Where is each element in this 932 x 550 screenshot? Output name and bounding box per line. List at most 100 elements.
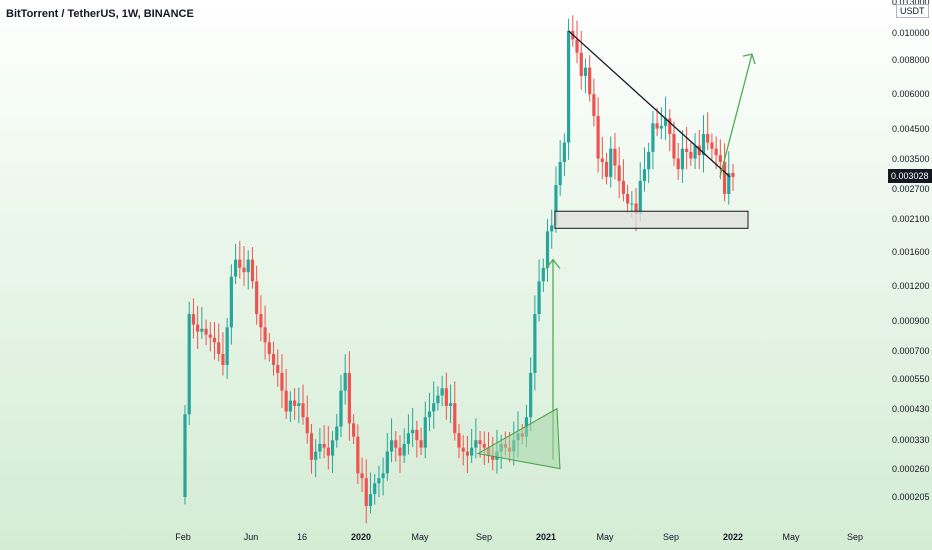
- candle-body: [659, 125, 663, 129]
- candle-body: [276, 364, 280, 373]
- candle-body: [680, 148, 685, 170]
- candle-body: [233, 259, 238, 277]
- candle-body: [238, 259, 242, 268]
- candle-body: [457, 433, 461, 448]
- candle-body: [225, 327, 229, 365]
- candle-body: [655, 123, 659, 129]
- candle-body: [727, 173, 731, 194]
- currency-badge: USDT: [896, 4, 929, 18]
- symbol-title: BitTorrent / TetherUS, 1W, BINANCE: [6, 8, 194, 20]
- candle-body: [330, 440, 335, 456]
- candle-body: [314, 451, 318, 460]
- candle-body: [579, 52, 583, 76]
- candle-body: [668, 118, 672, 134]
- candle-body: [722, 161, 727, 194]
- candle-body: [630, 203, 634, 205]
- projection-arrow-head: [742, 53, 756, 65]
- time-tick-label: May: [411, 532, 429, 542]
- projection-arrow-line: [719, 53, 753, 178]
- candle-body: [191, 314, 196, 325]
- triangle-pattern: [476, 407, 561, 470]
- price-tick-label: 0.000550: [892, 374, 930, 385]
- time-tick-label: May: [782, 532, 800, 542]
- price-tick-label: 0.003500: [892, 153, 930, 164]
- candle-body: [381, 473, 385, 479]
- price-tick-label: 0.000900: [892, 315, 930, 326]
- candle-body: [541, 267, 545, 282]
- candle-body: [651, 123, 655, 152]
- candle-body: [427, 411, 432, 418]
- candle-body: [411, 429, 415, 434]
- price-tick-label: 0.001200: [892, 281, 930, 292]
- candle-body: [217, 342, 221, 354]
- candle-body: [288, 400, 292, 412]
- candle-body: [663, 118, 668, 126]
- price-tick-label: 0.000260: [892, 463, 930, 474]
- candle-body: [200, 328, 204, 332]
- candle-body: [562, 142, 566, 162]
- candle-body: [529, 372, 533, 418]
- candle-body: [613, 148, 617, 166]
- candle-body: [642, 169, 647, 181]
- candle-body: [554, 185, 558, 226]
- time-tick-label: Sep: [475, 532, 493, 542]
- candle-body: [609, 148, 613, 177]
- candle-body: [710, 142, 714, 149]
- candle-body: [212, 337, 217, 343]
- candle-body: [377, 478, 381, 484]
- candle-body: [575, 39, 579, 53]
- candle-body: [626, 193, 630, 204]
- time-tick-label: Jun: [243, 532, 259, 542]
- candle-body: [352, 423, 356, 437]
- candle-body: [406, 433, 411, 444]
- candle-body: [423, 417, 427, 448]
- candle-body: [259, 314, 263, 328]
- candle-body: [583, 67, 588, 76]
- candle-body: [415, 429, 419, 441]
- candle-body: [617, 165, 621, 181]
- candle-body: [491, 455, 495, 460]
- candle-body: [208, 334, 212, 338]
- candle-body: [448, 403, 453, 406]
- candle-body: [187, 314, 191, 415]
- candle-body: [402, 443, 406, 456]
- candle-body: [461, 447, 465, 452]
- candle-body: [221, 353, 225, 365]
- candle-body: [242, 267, 246, 273]
- price-tick-label: 0.010000: [892, 28, 930, 39]
- candle-body: [558, 161, 562, 186]
- candle-body: [470, 447, 474, 456]
- candle-body: [638, 180, 642, 214]
- candle-body: [440, 388, 444, 396]
- candle-body: [297, 403, 301, 406]
- candle-body: [271, 353, 276, 365]
- candle-body: [250, 259, 255, 282]
- price-tick-label: 0.000205: [892, 492, 930, 502]
- candle-body: [685, 148, 689, 152]
- candle-body: [718, 155, 722, 162]
- time-tick-label: May: [596, 532, 614, 542]
- time-tick-label: Feb: [175, 532, 191, 542]
- candle-body: [706, 133, 710, 143]
- time-tick-label: 2021: [535, 532, 557, 542]
- time-tick-label: Sep: [662, 532, 680, 542]
- candle-body: [305, 417, 309, 434]
- candle-body: [204, 328, 208, 335]
- price-tick-label: 0.000700: [892, 345, 930, 356]
- price-axis[interactable]: 0.013000 0.010000 0.008000 0.006000 0.004500…: [886, 0, 932, 550]
- candle-body: [364, 478, 368, 507]
- candle-body: [246, 259, 250, 273]
- candle-body: [347, 372, 351, 424]
- candle-body: [693, 145, 697, 159]
- candle-body: [474, 440, 478, 448]
- candle-body: [600, 158, 604, 162]
- candle-body: [196, 324, 200, 332]
- candle-body: [284, 390, 288, 412]
- candle-body: [588, 67, 592, 95]
- candle-body: [301, 403, 305, 418]
- candle-body: [592, 94, 596, 116]
- candle-body: [482, 443, 486, 448]
- candle-body: [647, 151, 651, 170]
